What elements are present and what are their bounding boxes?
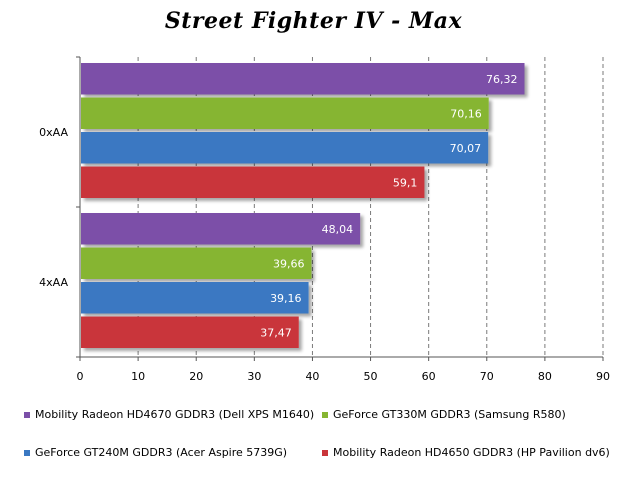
- data-label: 70,16: [450, 107, 482, 120]
- data-label: 39,66: [273, 257, 305, 270]
- data-label: 59,1: [393, 176, 418, 189]
- x-tick-label: 90: [596, 370, 610, 383]
- legend-item: GeForce GT240M GDDR3 (Acer Aspire 5739G): [24, 446, 287, 459]
- x-tick-label: 0: [77, 370, 84, 383]
- legend-label: Mobility Radeon HD4670 GDDR3 (Dell XPS M…: [35, 408, 315, 421]
- bar: [81, 316, 299, 348]
- legend-item: Mobility Radeon HD4650 GDDR3 (HP Pavilio…: [322, 446, 610, 459]
- data-label: 76,32: [486, 73, 518, 86]
- x-tick-label: 10: [131, 370, 145, 383]
- data-label: 48,04: [322, 223, 354, 236]
- bar: [81, 282, 309, 314]
- legend-label: GeForce GT330M GDDR3 (Samsung R580): [333, 408, 566, 421]
- x-tick-label: 60: [422, 370, 436, 383]
- legend-swatch: [322, 449, 328, 456]
- category-label: 4xAA: [39, 276, 68, 289]
- bar: [81, 213, 361, 245]
- data-label: 37,47: [260, 326, 292, 339]
- x-tick-label: 30: [247, 370, 261, 383]
- labels: 0 10 20 30 40 50 60 70 80 90 0xAA 76,32 70,16 70,07 59…: [39, 73, 610, 383]
- axes: [76, 56, 604, 361]
- x-tick-label: 80: [538, 370, 552, 383]
- legend-label: GeForce GT240M GDDR3 (Acer Aspire 5739G): [35, 446, 288, 459]
- x-tick-label: 20: [189, 370, 203, 383]
- legend-item: Mobility Radeon HD4670 GDDR3 (Dell XPS M…: [24, 408, 314, 421]
- bar: [81, 97, 489, 129]
- chart-title: Street Fighter IV - Max: [164, 8, 463, 34]
- legend-swatch: [24, 411, 30, 418]
- x-tick-label: 70: [480, 370, 494, 383]
- bar: [81, 247, 312, 279]
- x-tick-label: 50: [364, 370, 378, 383]
- legend-swatch: [24, 449, 30, 456]
- data-label: 39,16: [270, 292, 302, 305]
- legend-item: GeForce GT330M GDDR3 (Samsung R580): [322, 408, 566, 421]
- bar: [81, 63, 525, 95]
- bar: [81, 166, 425, 198]
- legend-swatch: [322, 411, 328, 418]
- bars: [81, 63, 525, 348]
- legend-label: Mobility Radeon HD4650 GDDR3 (HP Pavilio…: [333, 446, 610, 459]
- category-label: 0xAA: [39, 126, 68, 139]
- bar: [81, 132, 489, 164]
- data-label: 70,07: [450, 142, 482, 155]
- x-tick-label: 40: [305, 370, 319, 383]
